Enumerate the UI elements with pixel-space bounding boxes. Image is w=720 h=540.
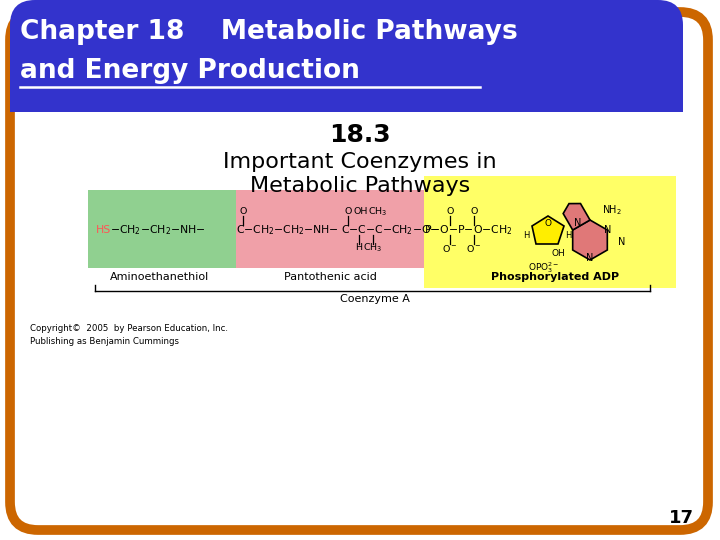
Text: O: O xyxy=(344,207,351,217)
Text: Chapter 18    Metabolic Pathways: Chapter 18 Metabolic Pathways xyxy=(20,19,518,45)
Text: O: O xyxy=(446,207,454,217)
Text: O$^-$: O$^-$ xyxy=(442,242,458,253)
Polygon shape xyxy=(572,220,608,260)
Bar xyxy=(236,190,424,268)
Text: O: O xyxy=(470,207,477,217)
Text: Important Coenzymes in: Important Coenzymes in xyxy=(223,152,497,172)
Polygon shape xyxy=(563,204,590,230)
Text: P$-$O$-$P$-$O$-$CH$_2$: P$-$O$-$P$-$O$-$CH$_2$ xyxy=(424,223,513,237)
Text: $-$CH$_2$$-$CH$_2$$-$NH$-$: $-$CH$_2$$-$CH$_2$$-$NH$-$ xyxy=(110,223,205,237)
Text: NH$_2$: NH$_2$ xyxy=(602,203,622,217)
Bar xyxy=(424,176,676,288)
Text: N: N xyxy=(604,225,612,235)
Text: H: H xyxy=(564,231,571,240)
FancyBboxPatch shape xyxy=(10,12,708,530)
Text: N: N xyxy=(575,218,582,228)
FancyBboxPatch shape xyxy=(10,0,683,112)
Text: N: N xyxy=(586,253,594,263)
Bar xyxy=(88,190,236,268)
Text: 17: 17 xyxy=(669,509,694,527)
Text: N: N xyxy=(618,237,626,247)
Text: O: O xyxy=(544,219,552,228)
Text: OH: OH xyxy=(551,249,565,259)
Text: HS: HS xyxy=(96,225,112,235)
Text: CH$_3$: CH$_3$ xyxy=(368,206,388,218)
Text: CH$_3$: CH$_3$ xyxy=(364,242,383,254)
Text: Copyright©  2005  by Pearson Education, Inc.
Publishing as Benjamin Cummings: Copyright© 2005 by Pearson Education, In… xyxy=(30,324,228,346)
Text: and Energy Production: and Energy Production xyxy=(20,58,360,84)
Text: Aminoethanethiol: Aminoethanethiol xyxy=(110,272,210,282)
Bar xyxy=(10,87,683,112)
Text: Pantothenic acid: Pantothenic acid xyxy=(284,272,377,282)
Text: C$-$C$-$C$-$CH$_2$$-$O$-$: C$-$C$-$C$-$CH$_2$$-$O$-$ xyxy=(341,223,440,237)
Text: H: H xyxy=(523,231,529,240)
Text: OPO$_3^{2-}$: OPO$_3^{2-}$ xyxy=(528,260,559,275)
Text: H: H xyxy=(356,244,362,253)
Text: Coenzyme A: Coenzyme A xyxy=(340,294,410,304)
Text: OH: OH xyxy=(354,207,368,217)
Text: Metabolic Pathways: Metabolic Pathways xyxy=(250,176,470,196)
Text: Phosphorylated ADP: Phosphorylated ADP xyxy=(491,272,619,282)
Text: C$-$CH$_2$$-$CH$_2$$-$NH$-$: C$-$CH$_2$$-$CH$_2$$-$NH$-$ xyxy=(236,223,339,237)
Text: O: O xyxy=(239,207,247,217)
Polygon shape xyxy=(532,216,564,244)
Text: 18.3: 18.3 xyxy=(329,123,391,147)
Text: O$^-$: O$^-$ xyxy=(466,242,482,253)
